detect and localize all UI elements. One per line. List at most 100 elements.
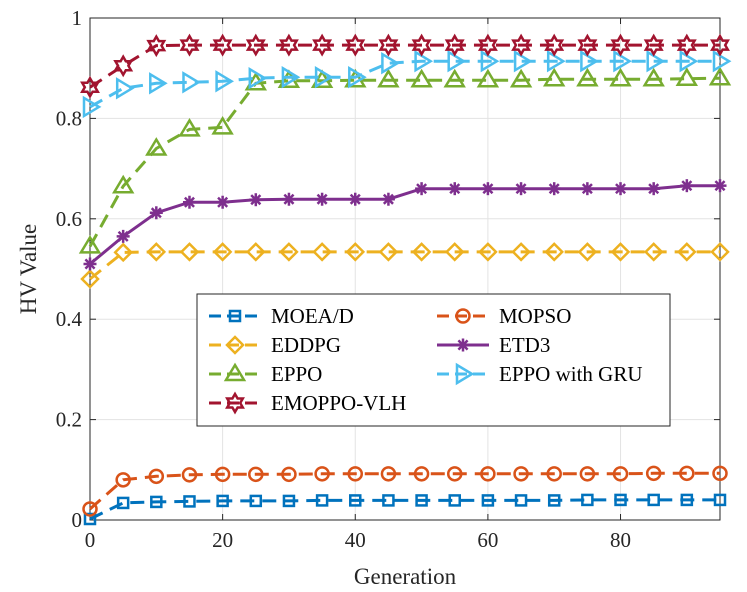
series-group: [78, 33, 732, 526]
data-point-moea-d: [382, 494, 395, 507]
asterisk-stroke: [349, 193, 361, 205]
data-point-moea-d: [614, 493, 627, 507]
data-point-moea-d: [116, 496, 130, 510]
data-point-eddpg: [345, 242, 366, 262]
data-point-etd3: [282, 192, 296, 206]
data-point-eppo: [476, 68, 500, 88]
data-point-mopso: [579, 466, 596, 482]
data-point-eddpg: [577, 242, 598, 262]
y-axis-label: HV Value: [16, 224, 41, 315]
asterisk-stroke: [449, 183, 461, 195]
legend-item-moea-d: MOEA/D: [209, 304, 354, 328]
data-point-etd3: [249, 193, 263, 207]
data-point-eppo-with-gru: [613, 49, 632, 73]
data-point-emoppo-vlh: [544, 33, 565, 57]
data-point-moea-d: [150, 495, 163, 509]
data-point-eppo-with-gru: [679, 49, 699, 73]
data-point-eppo-with-gru: [281, 65, 301, 89]
data-point-eppo-with-gru: [414, 49, 434, 73]
data-point-moea-d: [481, 494, 495, 507]
data-point-emoppo-vlh: [279, 33, 299, 57]
asterisk-stroke: [615, 183, 627, 195]
data-point-eppo: [509, 68, 533, 88]
legend-label: MOPSO: [499, 304, 571, 328]
data-point-eddpg: [544, 242, 564, 262]
data-point-etd3: [547, 182, 561, 196]
data-point-mopso: [380, 466, 397, 482]
x-axis-label: Generation: [354, 564, 457, 589]
asterisk-stroke: [457, 339, 469, 351]
legend-label: EDDPG: [271, 333, 341, 357]
data-point-eppo-with-gru: [248, 66, 268, 90]
x-tick-label: 60: [477, 528, 498, 552]
x-tick-label: 20: [212, 528, 233, 552]
data-point-etd3: [647, 182, 661, 196]
y-tick-label: 1: [72, 6, 83, 30]
data-point-eddpg: [444, 242, 465, 262]
data-point-emoppo-vlh: [444, 33, 465, 57]
x-tick-label: 0: [85, 528, 96, 552]
data-point-mopso: [645, 465, 662, 482]
data-point-eppo: [609, 67, 632, 87]
data-point-etd3: [448, 182, 462, 196]
data-point-eppo-with-gru: [182, 71, 201, 94]
data-point-eppo-with-gru: [513, 49, 533, 73]
legend-marker: [225, 335, 245, 355]
asterisk-stroke: [581, 183, 593, 195]
data-point-eppo: [410, 68, 433, 88]
data-point-mopso: [612, 466, 629, 482]
asterisk-stroke: [316, 193, 328, 205]
asterisk-stroke: [681, 180, 693, 192]
data-point-eppo: [377, 68, 400, 88]
data-point-emoppo-vlh: [245, 33, 266, 57]
series-eddpg: [80, 242, 730, 289]
y-tick-label: 0.2: [56, 408, 82, 432]
data-point-mopso: [546, 466, 562, 482]
legend-marker: [223, 362, 247, 382]
legend-label: EPPO: [271, 362, 322, 386]
data-point-moea-d: [647, 493, 660, 507]
legend-marker: [225, 391, 245, 415]
data-point-moea-d: [415, 494, 428, 507]
asterisk-stroke: [515, 183, 527, 195]
data-point-mopso: [314, 466, 330, 482]
data-point-mopso: [513, 466, 529, 482]
data-point-emoppo-vlh: [577, 33, 598, 57]
data-point-eppo-with-gru: [580, 49, 599, 73]
data-point-eppo-with-gru: [348, 65, 367, 89]
data-point-emoppo-vlh: [212, 33, 233, 57]
data-point-mopso: [181, 467, 198, 483]
asterisk-stroke: [250, 194, 262, 206]
legend-label: ETD3: [499, 333, 550, 357]
series-eppo-with-gru: [82, 49, 732, 119]
data-point-eppo: [542, 67, 566, 87]
data-point-mopso: [712, 465, 728, 482]
data-point-moea-d: [282, 494, 296, 508]
asterisk-stroke: [150, 207, 162, 219]
data-point-emoppo-vlh: [411, 33, 432, 57]
data-point-eppo: [211, 115, 234, 135]
data-point-eppo: [708, 66, 732, 86]
legend-marker: [456, 338, 470, 352]
data-point-mopso: [82, 501, 98, 517]
legend-item-etd3: ETD3: [437, 333, 550, 357]
data-point-eppo: [145, 137, 168, 156]
y-tick-label: 0.4: [56, 307, 83, 331]
data-point-etd3: [614, 182, 628, 196]
data-point-emoppo-vlh: [113, 54, 134, 78]
data-point-moea-d: [83, 512, 97, 526]
legend-item-eppo-with-gru: EPPO with GRU: [437, 362, 643, 386]
data-point-etd3: [580, 182, 594, 196]
data-point-emoppo-vlh: [643, 33, 664, 57]
data-point-moea-d: [315, 494, 329, 507]
series-moea-d: [83, 493, 727, 526]
data-point-etd3: [713, 179, 727, 193]
data-point-eddpg: [478, 242, 498, 262]
asterisk-stroke: [117, 230, 129, 242]
data-point-moea-d: [183, 495, 196, 508]
asterisk-stroke: [416, 183, 428, 195]
data-point-moea-d: [680, 493, 694, 507]
data-point-etd3: [116, 229, 130, 243]
data-point-mopso: [446, 466, 463, 482]
